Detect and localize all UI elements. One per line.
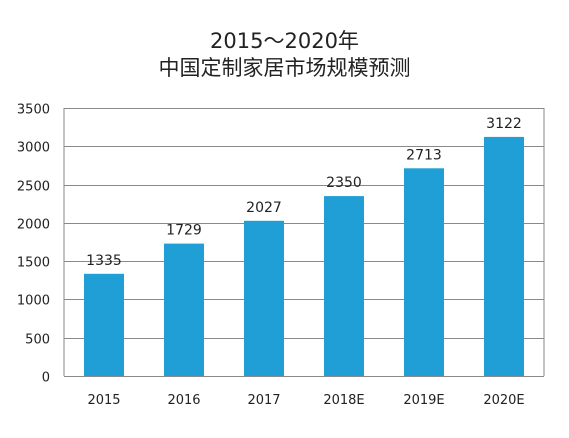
x-axis: 2015 2016 2017 2018E 2019E 2020E — [87, 393, 524, 408]
data-labels: 1335 1729 2027 2350 2713 3122 — [86, 116, 522, 269]
bars — [84, 136, 524, 376]
y-axis: 0 500 1000 1500 2000 2500 3000 3500 — [17, 103, 50, 386]
chart-title: 2015～2020年 — [210, 29, 359, 53]
bar — [244, 220, 284, 376]
bar — [324, 196, 364, 376]
x-tick-label: 2015 — [87, 393, 120, 408]
x-tick-label: 2016 — [167, 393, 200, 408]
data-label: 2027 — [246, 200, 282, 216]
bar — [484, 136, 524, 376]
y-tick-label: 2000 — [17, 218, 50, 233]
data-label: 1729 — [166, 223, 202, 239]
data-label: 2350 — [326, 175, 362, 191]
bar — [84, 273, 124, 376]
y-tick-label: 3000 — [17, 141, 50, 156]
y-tick-label: 0 — [42, 371, 50, 386]
chart-subtitle: 中国定制家居市场规模预测 — [158, 56, 411, 80]
x-tick-label: 2020E — [483, 393, 524, 408]
gridlines — [63, 108, 545, 377]
bar — [404, 168, 444, 376]
y-tick-label: 1500 — [17, 256, 50, 271]
x-tick-label: 2018E — [323, 393, 364, 408]
y-tick-label: 500 — [25, 333, 50, 348]
y-tick-label: 2500 — [17, 180, 50, 195]
data-label: 2713 — [406, 147, 442, 163]
data-label: 1335 — [86, 253, 122, 269]
x-tick-label: 2017 — [247, 393, 280, 408]
data-label: 3122 — [486, 116, 522, 132]
y-tick-label: 3500 — [17, 103, 50, 118]
x-tick-label: 2019E — [403, 393, 444, 408]
y-tick-label: 1000 — [17, 294, 50, 309]
bar — [164, 243, 204, 376]
